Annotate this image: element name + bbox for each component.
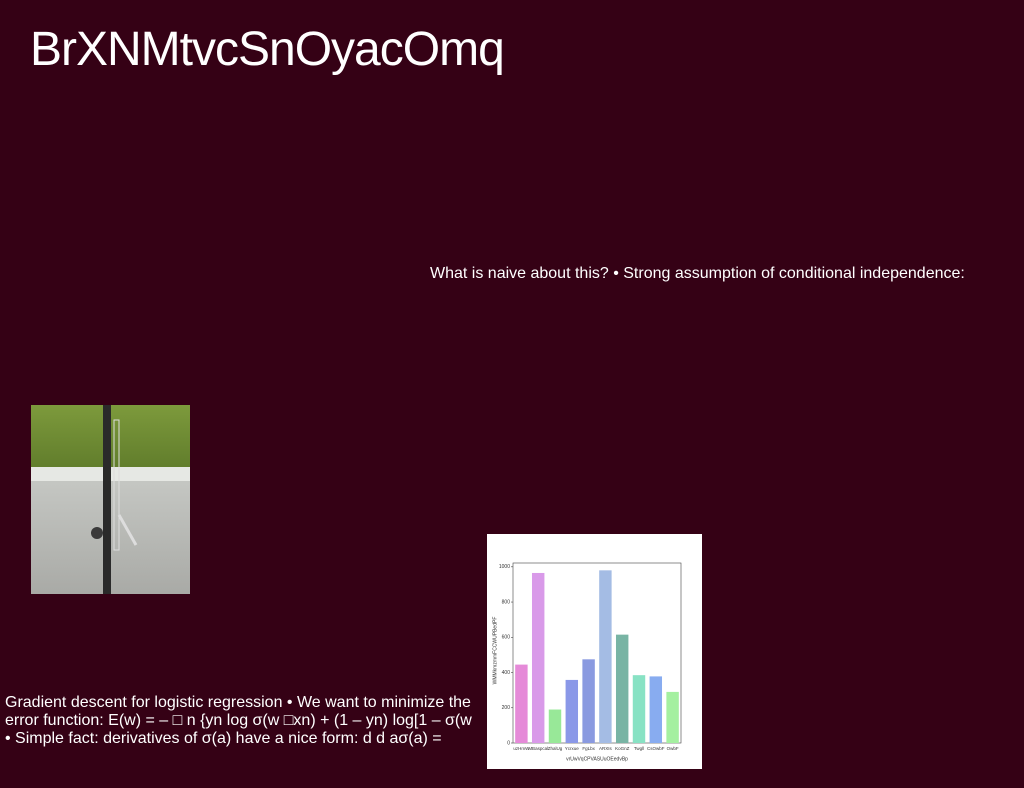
y-tick-label: 400 <box>502 670 511 676</box>
x-tick-label: Twgll <box>634 746 644 751</box>
y-tick-label: 800 <box>502 599 511 605</box>
y-tick-label: 1000 <box>499 564 510 570</box>
x-tick-label: uzHmW <box>513 746 530 751</box>
x-tick-label: ZhalUg <box>548 746 563 751</box>
x-axis-label: vrUwVqCPVASUuOEedvBp <box>566 756 628 762</box>
bar <box>615 634 629 743</box>
x-tick-label: KoGnZ <box>615 746 630 751</box>
y-axis-label: WMMkmzmmFCCWUPBedPF <box>492 617 498 685</box>
x-tick-label: FgLbx <box>582 746 595 751</box>
photo <box>31 405 190 594</box>
bar <box>599 570 612 743</box>
x-tick-label: CsOwbF <box>647 746 665 751</box>
bar <box>565 679 579 743</box>
plot-frame <box>512 562 682 744</box>
x-tick-label: MBaspcal <box>528 746 548 751</box>
text: What is naive about this? • Strong assum… <box>430 265 965 282</box>
bar <box>548 709 562 743</box>
x-tick-label: ARXIs <box>599 746 613 751</box>
bar <box>531 572 545 743</box>
x-tick-label: Ycrxue <box>565 746 580 751</box>
bar <box>649 676 663 743</box>
bar <box>582 659 595 743</box>
y-tick-label: 0 <box>507 740 510 746</box>
text: Gradient descent for logistic regression… <box>5 694 472 747</box>
bar <box>632 675 646 743</box>
slide-title: BrXNMtvcSnOyacOmq <box>30 23 505 76</box>
x-tick-label: OwbF <box>667 746 679 751</box>
y-tick-label: 600 <box>502 635 511 641</box>
y-tick-label: 200 <box>502 705 511 711</box>
bar <box>666 691 679 743</box>
bar <box>515 664 528 743</box>
